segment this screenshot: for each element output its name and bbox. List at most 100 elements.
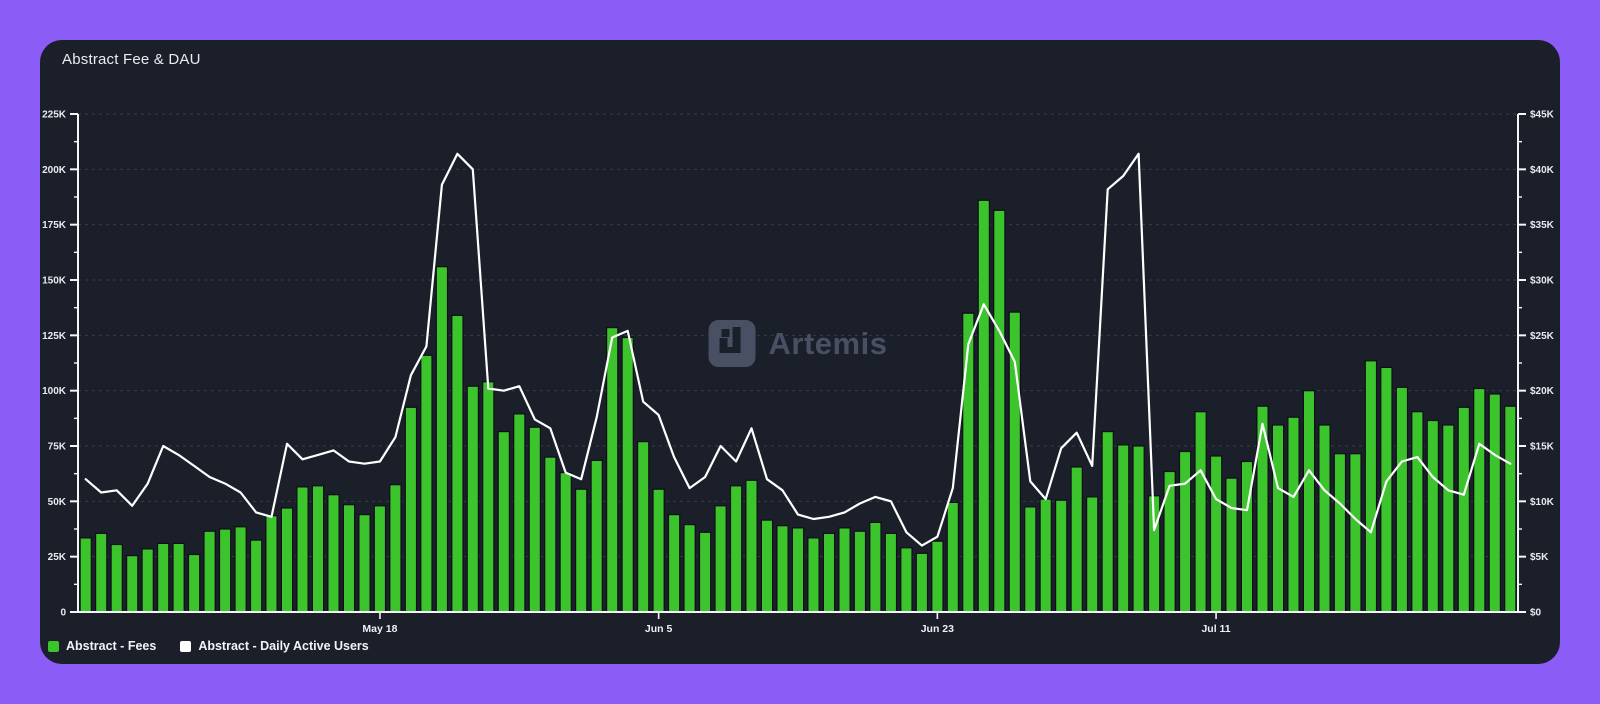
fee-bar[interactable] [931,540,944,613]
fee-bar[interactable] [962,312,975,613]
fee-bar[interactable] [218,528,232,613]
fee-bar[interactable] [683,524,696,613]
fee-bar[interactable] [698,531,712,613]
fee-bar[interactable] [714,505,727,613]
fee-bar[interactable] [1054,499,1068,613]
fee-bar[interactable] [94,532,108,613]
fee-bar[interactable] [342,504,356,613]
fee-bar[interactable] [776,525,789,613]
fee-bar[interactable] [574,488,588,613]
fee-bar[interactable] [822,532,836,613]
fee-bar[interactable] [172,542,185,613]
fee-bar[interactable] [1457,406,1470,613]
fee-bar[interactable] [234,526,247,613]
fee-bar[interactable] [838,527,851,613]
fee-bar[interactable] [1101,431,1114,613]
fee-bar[interactable] [389,484,402,613]
fee-bar[interactable] [404,406,418,613]
fee-bar[interactable] [1426,419,1439,613]
fee-bar[interactable] [636,441,650,613]
fee-bar[interactable] [1302,390,1316,613]
legend-item-dau[interactable]: Abstract - Daily Active Users [180,639,369,653]
fee-bar[interactable] [760,519,774,613]
x-axis-date-label: May 18 [362,623,397,635]
fee-bar[interactable] [1318,424,1331,613]
fee-bar[interactable] [451,314,464,613]
fee-bar[interactable] [1395,386,1409,613]
fee-bar[interactable] [1209,455,1223,613]
fee-bar[interactable] [1039,498,1052,613]
fee-bar[interactable] [667,514,681,613]
fee-bar[interactable] [1411,411,1424,613]
left-axis-label: 0 [60,608,66,619]
fee-bar[interactable] [1349,453,1362,613]
fee-bar[interactable] [1132,445,1145,613]
fee-bar[interactable] [993,209,1006,613]
fee-bar[interactable] [807,537,820,613]
fees-legend-swatch-icon [48,640,59,652]
fee-bar[interactable] [1271,424,1285,613]
fee-bar[interactable] [1287,416,1300,613]
fee-bar[interactable] [590,459,603,613]
fee-bar[interactable] [1333,453,1347,613]
chart-plot-area[interactable]: 0 $0 25K $5K 50K $10K 75K $15K 100K $20K 125K $25K 1… [40,40,1560,664]
fee-bar[interactable] [1504,405,1517,613]
fee-bar[interactable] [1163,470,1176,613]
fee-bar[interactable] [420,354,433,613]
fee-bar[interactable] [280,507,294,613]
fee-bar[interactable] [311,485,325,613]
fee-bar[interactable] [1178,450,1192,613]
fee-bar[interactable] [265,515,278,613]
fee-bar[interactable] [1442,424,1455,613]
fee-bar[interactable] [296,486,309,613]
left-axis-label: 225K [42,110,67,121]
fee-bar[interactable] [791,527,805,613]
fee-bar[interactable] [373,505,387,613]
fee-bar[interactable] [497,431,511,613]
fee-bar[interactable] [187,553,201,613]
fee-bar[interactable] [466,385,480,613]
fee-bar[interactable] [513,413,526,613]
fee-bar[interactable] [900,547,913,613]
fee-bar[interactable] [79,537,92,613]
fee-bar[interactable] [915,552,929,613]
fee-bar[interactable] [559,472,572,613]
fee-bar[interactable] [358,514,371,613]
fee-bar[interactable] [203,530,216,613]
legend-item-fees[interactable]: Abstract - Fees [48,639,156,653]
fee-bar[interactable] [869,521,882,613]
fee-bar[interactable] [729,485,743,613]
fee-bar[interactable] [141,548,154,613]
fee-bar[interactable] [249,539,263,613]
fee-bar[interactable] [605,327,619,613]
fee-bar[interactable] [1070,466,1083,613]
fee-bar[interactable] [327,494,340,613]
fee-bar[interactable] [1194,411,1207,613]
fee-bar[interactable] [884,532,898,613]
fee-bar[interactable] [125,554,139,613]
fee-bar[interactable] [1380,366,1393,613]
dau-line[interactable] [84,152,1512,547]
fee-bar[interactable] [1008,311,1022,613]
fee-bar[interactable] [1364,360,1378,613]
right-axis-label: $15K [1530,442,1555,453]
fee-bar[interactable] [1473,387,1486,613]
fee-bar[interactable] [528,426,542,613]
fee-bar[interactable] [435,266,449,613]
right-axis-label: $45K [1530,110,1555,121]
fee-bar[interactable] [946,501,960,613]
fee-bar[interactable] [482,381,495,613]
fee-bar[interactable] [544,456,557,613]
fee-bar[interactable] [1225,477,1238,613]
fee-bar[interactable] [1488,393,1501,613]
fee-bar[interactable] [621,336,634,613]
fee-bar[interactable] [1085,496,1099,613]
fee-bar[interactable] [1024,506,1037,613]
fee-bar[interactable] [853,530,867,613]
fee-bar[interactable] [977,199,991,613]
fee-bar[interactable] [652,488,665,613]
fee-bar[interactable] [110,543,123,613]
fee-bar[interactable] [156,542,170,613]
fee-bar[interactable] [745,479,758,613]
fee-bar[interactable] [1116,444,1130,613]
